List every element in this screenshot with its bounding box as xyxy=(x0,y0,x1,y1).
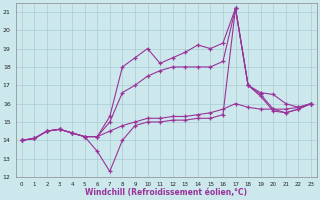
X-axis label: Windchill (Refroidissement éolien,°C): Windchill (Refroidissement éolien,°C) xyxy=(85,188,247,197)
